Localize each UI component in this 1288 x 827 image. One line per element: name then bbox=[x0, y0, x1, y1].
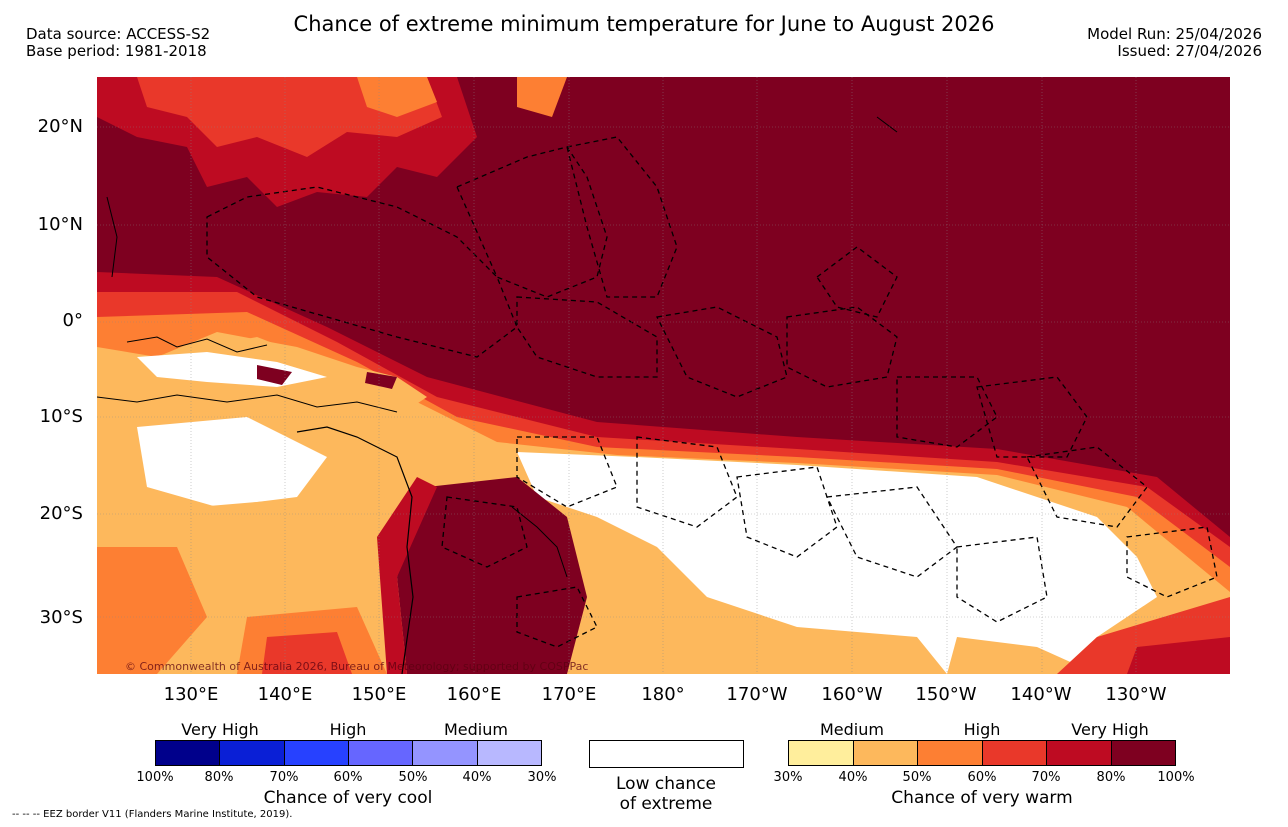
warm-swatch-1 bbox=[789, 741, 854, 765]
cool-tick: 60% bbox=[333, 770, 363, 785]
warm-tick: 100% bbox=[1157, 770, 1195, 785]
warm-swatch-5 bbox=[1047, 741, 1112, 765]
base-period: Base period: 1981-2018 bbox=[26, 42, 207, 60]
warm-cat-very-high: Very High bbox=[1071, 720, 1149, 739]
lat-label-20s: 20°S bbox=[39, 503, 83, 524]
lon-label-160w: 160°W bbox=[821, 684, 883, 705]
cool-swatch-6 bbox=[477, 741, 541, 765]
run-info: Model Run: 25/04/2026 Issued: 27/04/2026 bbox=[1087, 26, 1262, 60]
lat-label-10s: 10°S bbox=[39, 406, 83, 427]
lat-label-30s: 30°S bbox=[39, 607, 83, 628]
low-chance-line2: of extreme bbox=[619, 794, 713, 814]
map-title: Chance of extreme minimum temperature fo… bbox=[293, 12, 995, 36]
cool-legend-caption: Chance of very cool bbox=[263, 788, 433, 808]
warm-tick: 30% bbox=[773, 770, 803, 785]
cool-swatch-3 bbox=[284, 741, 349, 765]
cool-tick: 50% bbox=[398, 770, 428, 785]
lon-label-140w: 140°W bbox=[1010, 684, 1072, 705]
cool-tick: 100% bbox=[136, 770, 174, 785]
lon-label-160e: 160°E bbox=[446, 684, 502, 705]
cool-cat-medium: Medium bbox=[444, 720, 508, 739]
low-chance-line1: Low chance bbox=[616, 774, 716, 794]
model-run: Model Run: 25/04/2026 bbox=[1087, 25, 1262, 43]
data-source: Data source: ACCESS-S2 bbox=[26, 25, 211, 43]
warm-swatch-4 bbox=[982, 741, 1047, 765]
warm-tick: 70% bbox=[1031, 770, 1061, 785]
warm-swatch-2 bbox=[853, 741, 918, 765]
cool-tick: 70% bbox=[269, 770, 299, 785]
lon-label-170w: 170°W bbox=[726, 684, 788, 705]
cool-tick: 40% bbox=[462, 770, 492, 785]
issued-date: Issued: 27/04/2026 bbox=[1117, 42, 1262, 60]
cool-tick: 80% bbox=[204, 770, 234, 785]
cool-swatch-1 bbox=[156, 741, 221, 765]
lat-label-10n: 10°N bbox=[37, 214, 83, 235]
map-canvas bbox=[97, 77, 1230, 674]
lon-label-130e: 130°E bbox=[163, 684, 219, 705]
warm-tick: 60% bbox=[967, 770, 997, 785]
lon-label-150w: 150°W bbox=[915, 684, 977, 705]
warm-legend-caption: Chance of very warm bbox=[891, 788, 1073, 808]
warm-cat-high: High bbox=[963, 720, 1001, 739]
copyright-notice: © Commonwealth of Australia 2026, Bureau… bbox=[125, 660, 589, 673]
eez-border-note: -- -- -- EEZ border V11 (Flanders Marine… bbox=[12, 809, 293, 820]
low-chance-swatch bbox=[589, 740, 744, 768]
warm-swatch-3 bbox=[918, 741, 983, 765]
cool-cat-high: High bbox=[329, 720, 367, 739]
lon-label-180: 180° bbox=[641, 684, 685, 705]
warm-tick: 80% bbox=[1096, 770, 1126, 785]
warm-tick: 40% bbox=[838, 770, 868, 785]
warm-colorbar bbox=[788, 740, 1176, 766]
warm-swatch-6 bbox=[1111, 741, 1175, 765]
cool-tick: 30% bbox=[527, 770, 557, 785]
cool-cat-very-high: Very High bbox=[181, 720, 259, 739]
warm-cat-medium: Medium bbox=[820, 720, 884, 739]
cool-swatch-2 bbox=[220, 741, 285, 765]
warm-tick: 50% bbox=[902, 770, 932, 785]
source-info: Data source: ACCESS-S2 Base period: 1981… bbox=[26, 26, 210, 60]
cool-colorbar bbox=[155, 740, 542, 766]
lat-label-20n: 20°N bbox=[37, 116, 83, 137]
lon-label-150e: 150°E bbox=[351, 684, 407, 705]
probability-map[interactable] bbox=[97, 77, 1230, 674]
lon-label-170e: 170°E bbox=[541, 684, 597, 705]
lon-label-140e: 140°E bbox=[257, 684, 313, 705]
lon-label-130w: 130°W bbox=[1105, 684, 1167, 705]
low-chance-caption: Low chance of extreme bbox=[566, 774, 766, 814]
cool-swatch-4 bbox=[348, 741, 414, 765]
lat-label-0: 0° bbox=[62, 310, 83, 331]
cool-swatch-5 bbox=[413, 741, 478, 765]
